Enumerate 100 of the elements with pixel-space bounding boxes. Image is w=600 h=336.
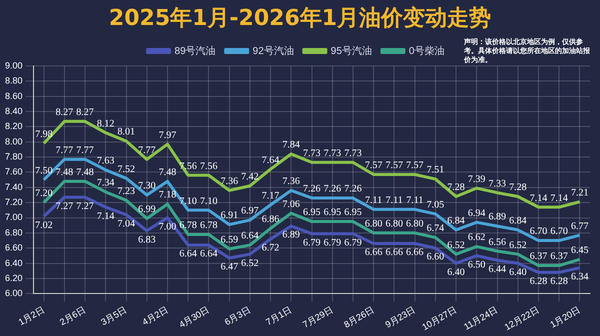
data-label: 7.33 xyxy=(488,178,506,190)
data-label: 8.27 xyxy=(76,107,94,118)
data-label: 8.12 xyxy=(96,118,114,130)
data-label: 6.66 xyxy=(364,247,382,258)
data-label: 6.50 xyxy=(468,259,486,270)
data-label: 6.97 xyxy=(241,206,259,217)
data-label: 7.56 xyxy=(200,160,218,172)
data-label: 7.05 xyxy=(426,200,444,211)
y-tick-label: 8.40 xyxy=(4,106,23,116)
data-label: 7.50 xyxy=(35,165,53,176)
data-label: 7.64 xyxy=(262,154,280,166)
data-label: 6.79 xyxy=(344,237,362,248)
data-label: 6.70 xyxy=(550,226,568,238)
data-label: 6.95 xyxy=(344,207,362,218)
data-label: 7.36 xyxy=(220,176,238,188)
data-label: 6.89 xyxy=(282,230,300,241)
data-label: 7.42 xyxy=(241,172,259,183)
y-tick-label: 7.60 xyxy=(4,166,23,177)
data-label: 6.64 xyxy=(179,248,197,260)
data-label: 6.60 xyxy=(426,252,444,263)
data-label: 7.23 xyxy=(118,186,136,197)
x-tick-label: 10月27日 xyxy=(420,304,458,332)
data-label: 7.06 xyxy=(282,198,300,210)
data-label: 6.72 xyxy=(262,242,280,254)
data-label: 6.84 xyxy=(447,216,465,227)
data-label: 7.51 xyxy=(426,164,444,176)
data-label: 7.10 xyxy=(200,196,218,207)
y-tick-label: 7.20 xyxy=(4,197,23,208)
y-tick-label: 8.00 xyxy=(4,136,23,146)
legend-label: 92号汽油 xyxy=(252,44,294,57)
data-label: 7.48 xyxy=(158,166,176,178)
data-label: 6.59 xyxy=(220,234,238,246)
data-label: 7.77 xyxy=(138,144,156,156)
x-tick-label: 7月1日 xyxy=(264,304,294,328)
y-tick-label: 6.60 xyxy=(4,242,23,253)
data-label: 6.45 xyxy=(570,245,588,256)
data-label: 7.14 xyxy=(550,192,568,204)
data-label: 7.57 xyxy=(406,160,424,172)
y-tick-label: 9.00 xyxy=(4,60,23,70)
data-label: 6.80 xyxy=(385,218,403,230)
data-label: 6.47 xyxy=(220,262,238,273)
data-label: 6.40 xyxy=(447,266,465,278)
data-label: 6.80 xyxy=(364,218,382,230)
data-label: 7.27 xyxy=(76,200,94,212)
x-tick-label: 12月22日 xyxy=(502,304,541,332)
x-tick-label: 2月6日 xyxy=(58,304,88,328)
data-label: 6.34 xyxy=(570,271,588,282)
data-label: 6.94 xyxy=(468,208,486,219)
y-tick-label: 8.60 xyxy=(4,90,23,101)
data-label: 7.84 xyxy=(282,140,300,151)
y-tick-label: 7.00 xyxy=(4,212,23,222)
data-label: 7.77 xyxy=(56,144,74,156)
x-tick-label: 1月2日 xyxy=(16,304,46,328)
data-label: 7.48 xyxy=(76,166,94,178)
data-label: 7.57 xyxy=(385,160,403,172)
data-label: 6.84 xyxy=(509,216,527,227)
data-label: 6.95 xyxy=(303,207,321,218)
data-label: 6.62 xyxy=(468,232,486,244)
data-label: 6.99 xyxy=(138,204,156,216)
data-label: 6.79 xyxy=(324,237,342,248)
data-label: 6.44 xyxy=(488,264,506,275)
legend-label: 89号汽油 xyxy=(174,44,216,57)
data-label: 7.28 xyxy=(509,182,527,194)
y-tick-label: 7.80 xyxy=(4,152,23,162)
data-label: 7.52 xyxy=(118,164,136,175)
y-tick-label: 6.00 xyxy=(4,288,23,298)
data-label: 6.28 xyxy=(530,276,548,288)
data-label: 7.39 xyxy=(468,174,486,185)
y-tick-label: 6.40 xyxy=(4,258,23,268)
x-tick-label: 9月23日 xyxy=(383,304,418,330)
data-label: 6.80 xyxy=(406,218,424,230)
data-label: 7.73 xyxy=(344,148,362,159)
data-label: 7.48 xyxy=(56,166,74,178)
data-label: 7.77 xyxy=(76,144,94,156)
x-tick-label: 7月29日 xyxy=(301,304,335,330)
data-label: 8.27 xyxy=(56,107,74,118)
data-label: 7.73 xyxy=(324,148,342,159)
data-label: 7.36 xyxy=(282,176,300,188)
data-label: 7.18 xyxy=(158,190,176,201)
x-tick-label: 4月30日 xyxy=(177,304,211,330)
y-tick-label: 8.80 xyxy=(4,76,23,86)
data-label: 7.26 xyxy=(303,184,321,195)
data-label: 6.77 xyxy=(570,220,588,232)
data-label: 6.56 xyxy=(488,236,506,248)
data-label: 7.73 xyxy=(303,148,321,159)
data-label: 6.74 xyxy=(426,223,444,234)
data-label: 7.21 xyxy=(570,187,588,198)
data-label: 7.63 xyxy=(96,156,114,167)
data-label: 7.11 xyxy=(365,195,382,206)
data-label: 6.89 xyxy=(488,212,506,223)
data-label: 6.78 xyxy=(200,220,218,232)
data-label: 7.17 xyxy=(262,190,280,202)
data-label: 7.30 xyxy=(138,180,156,192)
legend-label: 0号柴油 xyxy=(408,44,444,57)
y-tick-label: 6.80 xyxy=(4,227,23,238)
data-label: 6.79 xyxy=(303,237,321,248)
data-label: 7.00 xyxy=(158,221,176,232)
data-label: 7.11 xyxy=(386,195,403,206)
x-tick-label: 11月24日 xyxy=(462,304,500,332)
data-label: 6.66 xyxy=(406,247,424,258)
